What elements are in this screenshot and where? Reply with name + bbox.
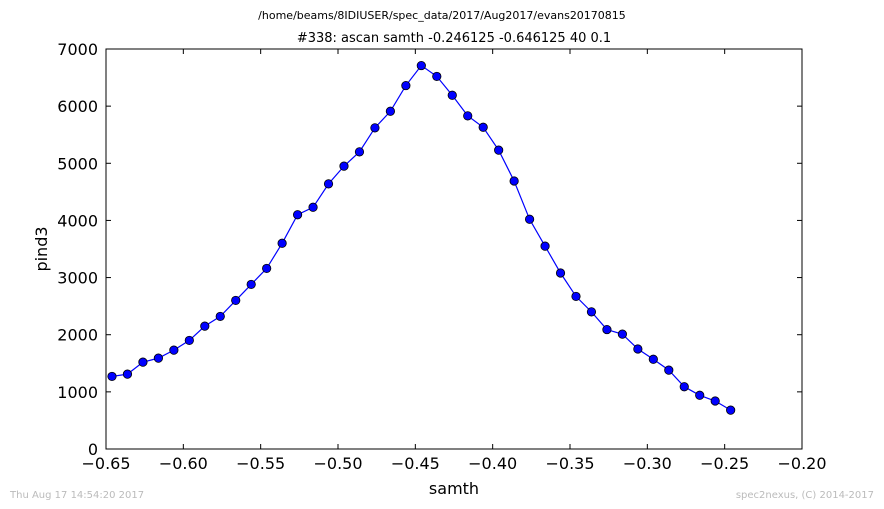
data-point: [184, 335, 194, 346]
data-point: [679, 382, 689, 392]
data-point: [339, 161, 349, 171]
data-point: [432, 71, 442, 82]
data-point: [416, 60, 426, 71]
data-point: [308, 202, 318, 212]
x-tick-label: −0.45: [391, 454, 440, 473]
series-layer: [107, 60, 736, 415]
data-point: [215, 311, 225, 322]
data-point: [169, 345, 179, 355]
y-axis-label: pind3: [32, 226, 51, 271]
y-tick-label: 6000: [57, 97, 98, 116]
data-point: [633, 344, 643, 354]
x-tick-label: −0.25: [700, 454, 749, 473]
data-point: [354, 147, 365, 157]
y-tick-label: 4000: [57, 211, 98, 230]
credit-footer: spec2nexus, (C) 2014-2017: [735, 490, 874, 501]
y-axis: 0 1000 2000 3000 4000 5000 6000 7000: [57, 40, 802, 459]
timestamp-footer: Thu Aug 17 14:54:20 2017: [10, 490, 145, 501]
data-point: [200, 321, 210, 331]
data-point: [494, 145, 504, 155]
data-point: [524, 214, 535, 224]
data-point: [262, 263, 272, 274]
x-axis-label: samth: [429, 479, 479, 498]
data-point: [726, 405, 736, 415]
data-point: [540, 241, 550, 251]
data-point: [401, 80, 411, 91]
data-point: [138, 357, 148, 367]
data-point: [107, 371, 117, 382]
data-point: [277, 238, 287, 248]
x-tick-label: −0.60: [159, 454, 208, 473]
chart-suptitle: /home/beams/8IDIUSER/spec_data/2017/Aug2…: [258, 9, 626, 22]
data-point: [447, 90, 457, 100]
x-tick-label: −0.65: [81, 454, 130, 473]
x-tick-label: −0.40: [468, 454, 517, 473]
data-point: [478, 122, 488, 132]
x-tick-label: −0.20: [777, 454, 826, 473]
data-point: [122, 369, 133, 379]
data-point: [385, 106, 395, 116]
data-point: [370, 123, 380, 133]
y-tick-label: 3000: [57, 269, 98, 288]
data-point: [246, 279, 256, 290]
data-point: [555, 268, 566, 278]
data-point: [323, 179, 334, 189]
data-point: [292, 210, 303, 220]
data-point: [571, 291, 581, 302]
data-point: [153, 353, 163, 363]
x-axis: −0.65 −0.60 −0.55 −0.50 −0.45 −0.40 −0.35 −0.30…: [81, 49, 827, 473]
data-point: [231, 295, 241, 306]
data-point: [463, 111, 473, 121]
y-tick-label: 7000: [57, 40, 98, 59]
x-tick-label: −0.30: [623, 454, 672, 473]
data-point: [586, 307, 597, 317]
data-point: [710, 396, 720, 406]
y-tick-label: 2000: [57, 326, 98, 345]
data-point: [602, 324, 612, 335]
data-point: [648, 354, 658, 364]
y-tick-label: 1000: [57, 383, 98, 402]
x-tick-label: −0.50: [313, 454, 362, 473]
x-tick-label: −0.55: [236, 454, 285, 473]
x-tick-label: −0.35: [545, 454, 594, 473]
chart-title: #338: ascan samth -0.246125 -0.646125 40…: [297, 31, 611, 46]
y-tick-label: 0: [88, 440, 98, 459]
y-tick-label: 5000: [57, 154, 98, 173]
plot-frame: [105, 48, 803, 450]
data-point: [664, 365, 674, 375]
data-point: [509, 176, 519, 186]
data-point: [617, 329, 627, 339]
data-point: [695, 390, 705, 400]
